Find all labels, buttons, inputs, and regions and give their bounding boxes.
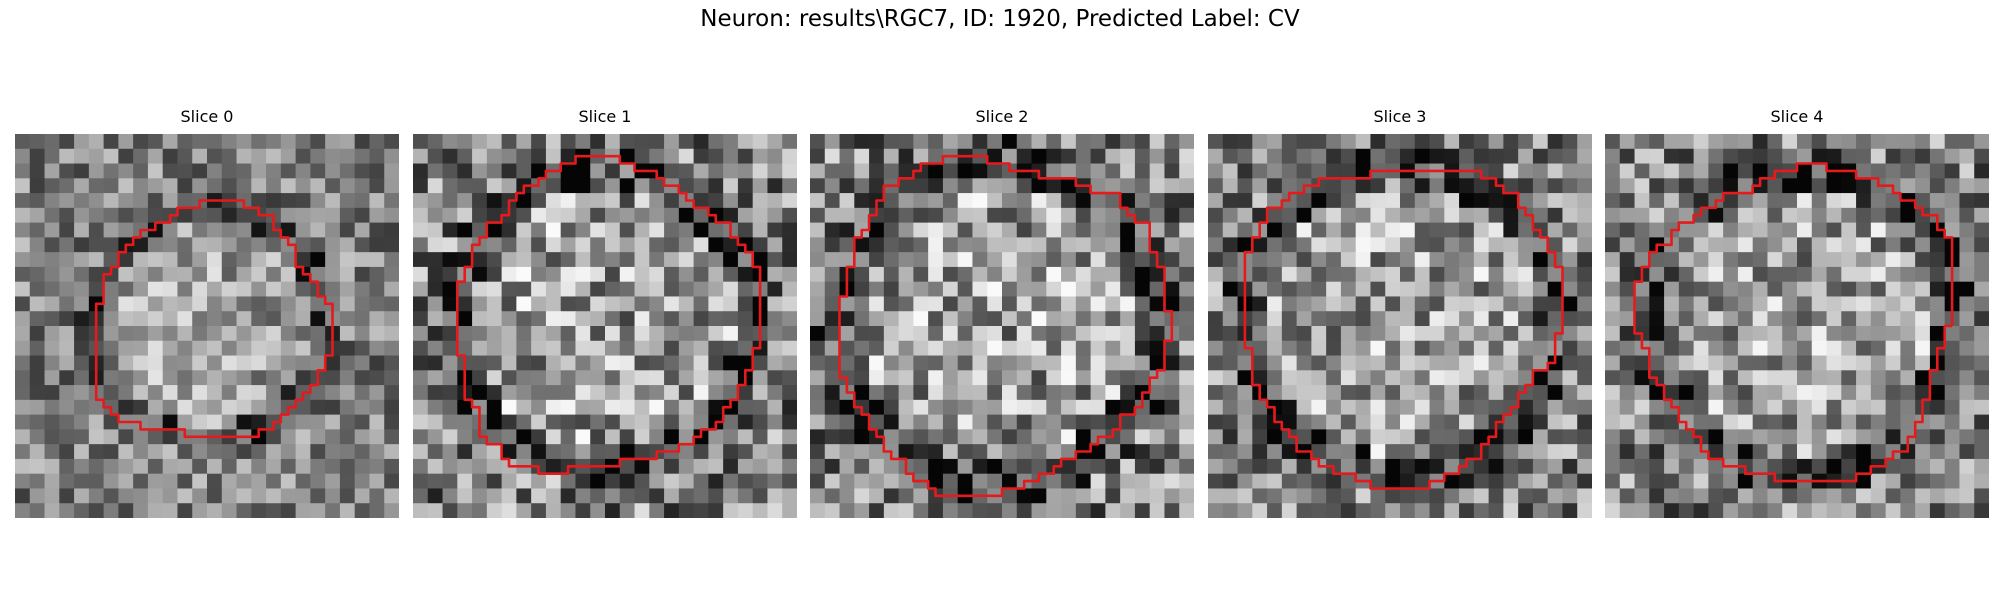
slice-title: Slice 1 [578,107,632,126]
slice-panel-0: Slice 0 [15,107,399,527]
slice-image [413,134,797,518]
slice-panel-1: Slice 1 [413,107,797,527]
slice-panel-4: Slice 4 [1605,107,1989,527]
slice-panel-2: Slice 2 [810,107,1194,527]
slice-image [1605,134,1989,518]
slice-image [810,134,1194,518]
slice-image [1208,134,1592,518]
segmentation-contour [1633,162,1954,483]
segmentation-contour [94,199,334,439]
slice-image [15,134,399,518]
segmentation-contour [1243,169,1564,490]
figure-title: Neuron: results\RGC7, ID: 1920, Predicte… [700,6,1300,32]
slice-panel-3: Slice 3 [1208,107,1592,527]
slice-title: Slice 0 [180,107,234,126]
slice-title: Slice 4 [1770,107,1824,126]
segmentation-contour [838,154,1174,498]
slice-title: Slice 2 [975,107,1029,126]
slice-title: Slice 3 [1373,107,1427,126]
segmentation-contour [456,154,762,475]
